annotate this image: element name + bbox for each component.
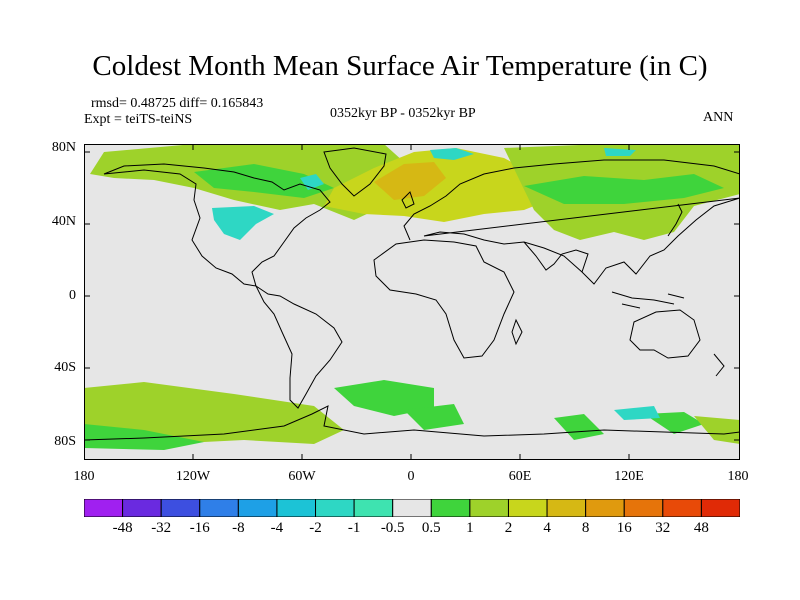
- colorbar-swatch: [122, 499, 162, 517]
- map-frame: [84, 144, 740, 460]
- colorbar-label: 8: [581, 520, 590, 536]
- coastline-madagascar: [511, 318, 523, 346]
- period-label: 0352kyr BP - 0352kyr BP: [330, 106, 476, 121]
- colorbar-label: -2: [309, 520, 322, 536]
- tick-marks: [84, 144, 740, 460]
- coastline-australia: [629, 309, 701, 359]
- temperature-difference-map: [84, 144, 740, 460]
- colorbar-swatch: [469, 499, 509, 517]
- colorbar: [84, 499, 740, 517]
- season-label: ANN: [703, 110, 734, 125]
- colorbar-swatch: [237, 499, 278, 517]
- coastline-japan: [667, 203, 683, 237]
- anomaly-region-siberia-cyan: [430, 148, 474, 160]
- anomaly-region-laptev-cyan: [604, 148, 636, 156]
- colorbar-label: -1: [347, 520, 361, 536]
- anomaly-region-north-atlantic-core: [374, 162, 446, 200]
- anomaly-region-hudson-cyan: [212, 206, 274, 240]
- anomaly-region-indian-ocean-green: [554, 414, 604, 440]
- coastline-new-zealand: [713, 353, 725, 377]
- anomaly-region-south-cyan: [614, 406, 660, 420]
- anomaly-region-east-antarctic-green: [694, 416, 740, 444]
- colorbar-label: 48: [693, 520, 709, 536]
- coastline-eurasia: [403, 159, 740, 285]
- anomaly-region-weddell-green: [404, 404, 464, 430]
- colorbar-label: 0.5: [421, 520, 441, 536]
- colorbar-swatch: [623, 499, 664, 517]
- colorbar-label: 1: [466, 520, 474, 536]
- coastline-greenland: [323, 147, 387, 197]
- x-tick-0: 0: [407, 469, 415, 484]
- colorbar-swatch: [546, 499, 587, 517]
- x-tick-120w: 120W: [175, 469, 211, 484]
- coastline-india: [523, 241, 589, 273]
- colorbar-swatch: [276, 499, 317, 517]
- colorbar-swatch: [700, 499, 740, 517]
- page-title: Coldest Month Mean Surface Air Temperatu…: [92, 50, 708, 82]
- coastline-layer: [84, 147, 740, 441]
- colorbar-swatch: [662, 499, 702, 517]
- colorbar-label: -4: [270, 520, 284, 536]
- colorbar-swatch: [199, 499, 239, 517]
- anomaly-region-siberia-green: [524, 174, 724, 204]
- y-tick-40s: 40S: [54, 360, 76, 375]
- colorbar-swatch: [84, 499, 124, 517]
- colorbar-label: 2: [504, 520, 513, 536]
- coastline-antarctica: [84, 405, 740, 441]
- colorbar-label: 16: [616, 520, 632, 536]
- x-tick-180w: 180: [73, 469, 95, 484]
- anomaly-region-south-pacific: [84, 382, 344, 444]
- anomaly-region-south-atlantic: [334, 380, 434, 416]
- colorbar-label: -16: [189, 520, 210, 536]
- y-tick-0: 0: [69, 288, 76, 303]
- colorbar-label: 4: [543, 520, 551, 536]
- colorbar-swatch: [430, 499, 471, 517]
- y-tick-80s: 80S: [54, 434, 76, 449]
- anomaly-region-north-atlantic: [324, 148, 554, 222]
- coastline-uk: [401, 191, 415, 209]
- x-tick-60e: 60E: [508, 469, 532, 484]
- colorbar-label: -8: [232, 520, 245, 536]
- x-tick-120e: 120E: [614, 469, 644, 484]
- colorbar-swatch: [160, 499, 201, 517]
- colorbar-swatch: [392, 499, 432, 517]
- colorbar-label: -32: [151, 520, 172, 536]
- x-tick-60w: 60W: [288, 469, 316, 484]
- anomaly-fill-layer: [84, 144, 740, 450]
- colorbar-swatch: [353, 499, 394, 517]
- coastline-indonesia: [611, 291, 685, 309]
- x-tick-180e: 180: [727, 469, 749, 484]
- anomaly-region-canada-green: [194, 164, 334, 198]
- coastline-south-america: [254, 284, 343, 409]
- colorbar-label: -0.5: [380, 520, 405, 536]
- colorbar-swatch: [585, 499, 625, 517]
- colorbar-label: 32: [655, 520, 671, 536]
- y-tick-40n: 40N: [51, 214, 76, 229]
- stats-label: rmsd= 0.48725 diff= 0.165843: [91, 96, 264, 111]
- colorbar-label: -48: [112, 520, 133, 536]
- colorbar-swatch: [315, 499, 355, 517]
- experiment-label: Expt = teiTS-teiNS: [84, 112, 193, 127]
- coastline-north-america: [103, 163, 331, 287]
- y-tick-80n: 80N: [51, 140, 76, 155]
- colorbar-swatch: [507, 499, 548, 517]
- anomaly-region-antarctic-green: [84, 424, 204, 450]
- coastline-africa: [373, 239, 515, 359]
